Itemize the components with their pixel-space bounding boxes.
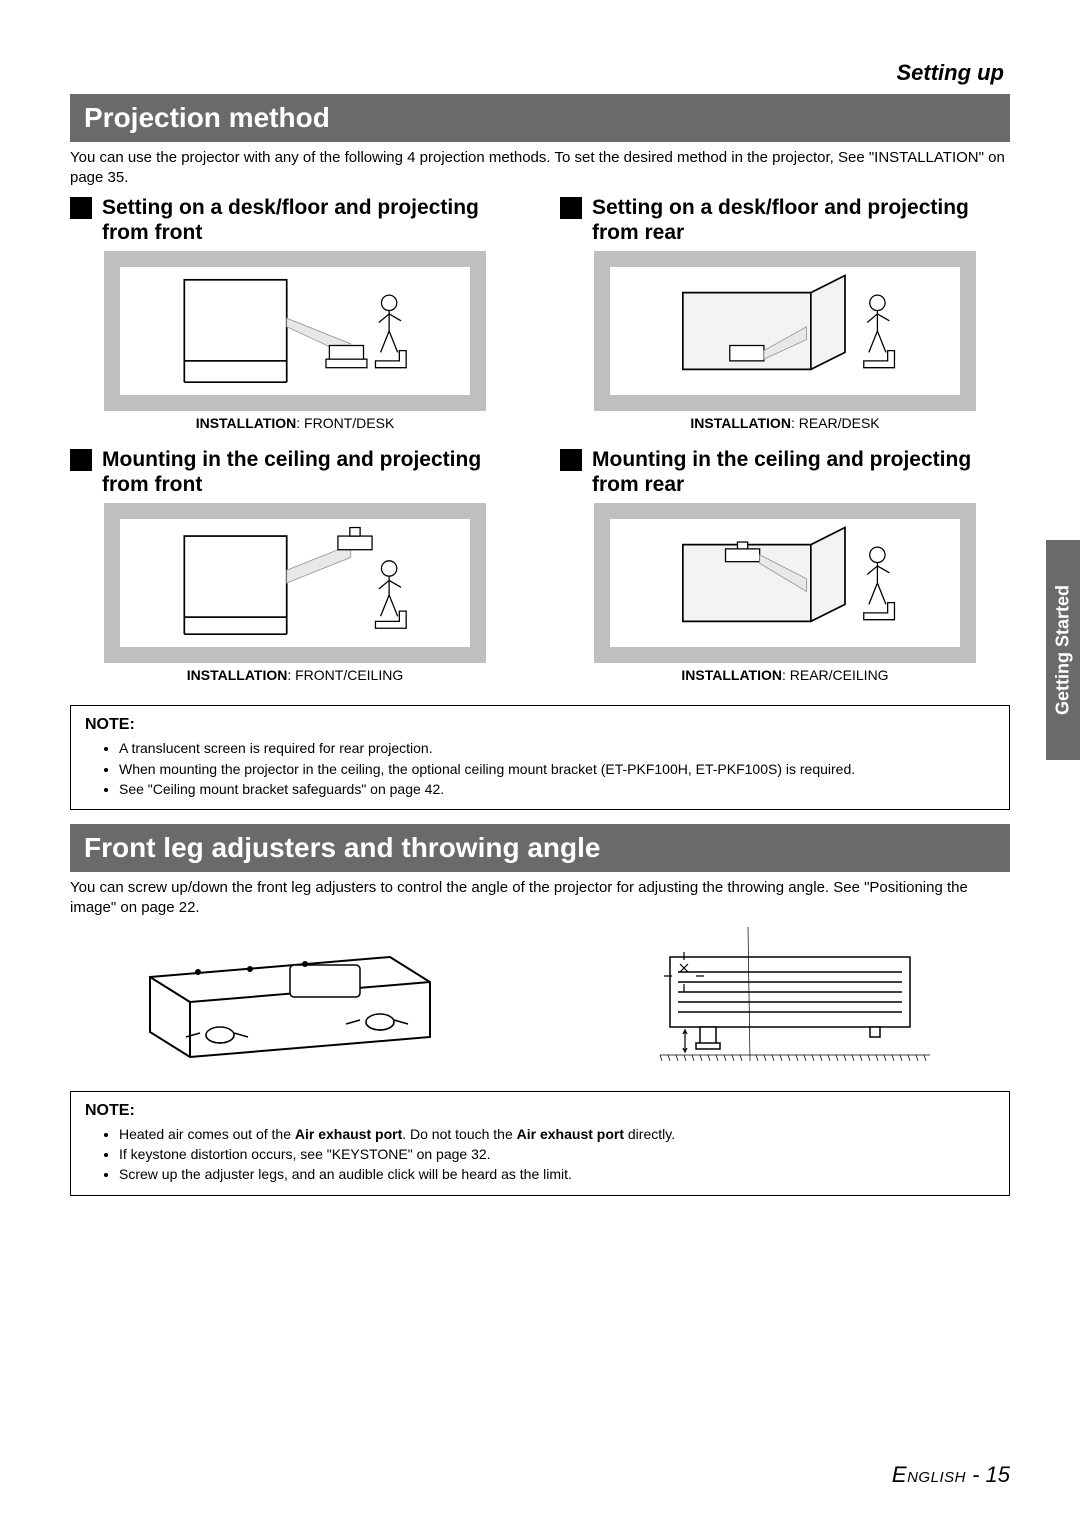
install-value: : FRONT/CEILING bbox=[287, 667, 403, 683]
diagram-front-desk bbox=[104, 251, 487, 411]
method-title: Setting on a desk/floor and projecting f… bbox=[592, 195, 1010, 245]
diagram-rear-ceiling bbox=[594, 503, 977, 663]
note-item: If keystone distortion occurs, see "KEYS… bbox=[119, 1144, 995, 1164]
install-label: INSTALLATION bbox=[187, 667, 288, 683]
method-title: Setting on a desk/floor and projecting f… bbox=[102, 195, 520, 245]
install-label: INSTALLATION bbox=[690, 415, 791, 431]
section-title-front-leg: Front leg adjusters and throwing angle bbox=[70, 824, 1010, 872]
note-item: A translucent screen is required for rea… bbox=[119, 738, 995, 758]
note-item: When mounting the projector in the ceili… bbox=[119, 759, 995, 779]
page-header: Setting up bbox=[70, 60, 1010, 86]
section1-intro: You can use the projector with any of th… bbox=[70, 148, 1010, 189]
adjuster-diagrams bbox=[70, 927, 1010, 1077]
bullet-square-icon bbox=[70, 197, 92, 219]
diagram-adjuster-bottom bbox=[70, 927, 510, 1077]
method-title: Mounting in the ceiling and projecting f… bbox=[592, 447, 1010, 497]
note-item: See "Ceiling mount bracket safeguards" o… bbox=[119, 779, 995, 799]
install-caption: INSTALLATION: FRONT/DESK bbox=[70, 415, 520, 431]
note-label: NOTE: bbox=[85, 716, 995, 734]
section2-intro: You can screw up/down the front leg adju… bbox=[70, 878, 1010, 919]
note-item: Heated air comes out of the Air exhaust … bbox=[119, 1124, 995, 1144]
install-label: INSTALLATION bbox=[681, 667, 782, 683]
diagram-rear-desk bbox=[594, 251, 977, 411]
method-rear-desk: Setting on a desk/floor and projecting f… bbox=[560, 195, 1010, 439]
install-caption: INSTALLATION: REAR/CEILING bbox=[560, 667, 1010, 683]
install-label: INSTALLATION bbox=[196, 415, 297, 431]
install-value: : FRONT/DESK bbox=[296, 415, 394, 431]
note-box-2: NOTE: Heated air comes out of the Air ex… bbox=[70, 1091, 1010, 1196]
page-footer: English - 15 bbox=[892, 1462, 1010, 1488]
method-rear-ceiling: Mounting in the ceiling and projecting f… bbox=[560, 447, 1010, 691]
note-label: NOTE: bbox=[85, 1102, 995, 1120]
method-title: Mounting in the ceiling and projecting f… bbox=[102, 447, 520, 497]
footer-page-number: 15 bbox=[986, 1462, 1010, 1487]
footer-language: English bbox=[892, 1462, 966, 1487]
bullet-square-icon bbox=[560, 449, 582, 471]
note-item: Screw up the adjuster legs, and an audib… bbox=[119, 1164, 995, 1184]
note-box-1: NOTE: A translucent screen is required f… bbox=[70, 705, 1010, 810]
note-list-1: A translucent screen is required for rea… bbox=[85, 738, 995, 799]
install-caption: INSTALLATION: REAR/DESK bbox=[560, 415, 1010, 431]
note-list-2: Heated air comes out of the Air exhaust … bbox=[85, 1124, 995, 1185]
bullet-square-icon bbox=[70, 449, 92, 471]
method-front-desk: Setting on a desk/floor and projecting f… bbox=[70, 195, 520, 439]
diagram-adjuster-side bbox=[570, 927, 1010, 1077]
section-title-projection-method: Projection method bbox=[70, 94, 1010, 142]
diagram-front-ceiling bbox=[104, 503, 487, 663]
install-value: : REAR/CEILING bbox=[782, 667, 889, 683]
bullet-square-icon bbox=[560, 197, 582, 219]
install-value: : REAR/DESK bbox=[791, 415, 880, 431]
method-front-ceiling: Mounting in the ceiling and projecting f… bbox=[70, 447, 520, 691]
install-caption: INSTALLATION: FRONT/CEILING bbox=[70, 667, 520, 683]
projection-methods-grid: Setting on a desk/floor and projecting f… bbox=[70, 195, 1010, 692]
side-tab-getting-started: Getting Started bbox=[1046, 540, 1080, 760]
